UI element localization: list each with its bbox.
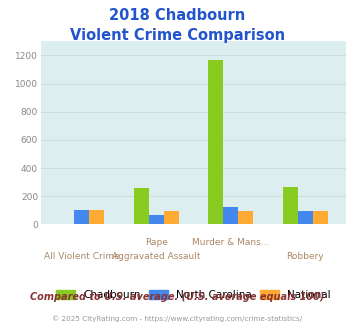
Bar (238, 211, 253, 224)
Bar (283, 187, 298, 224)
Text: Murder & Mans...: Murder & Mans... (192, 238, 269, 247)
Text: All Violent Crime: All Violent Crime (44, 252, 120, 261)
Text: Violent Crime Comparison: Violent Crime Comparison (70, 28, 285, 43)
Text: Robbery: Robbery (286, 252, 324, 261)
Legend: Chadbourn, North Carolina, National: Chadbourn, North Carolina, National (56, 289, 331, 300)
Text: Aggravated Assault: Aggravated Assault (112, 252, 201, 261)
Bar (164, 211, 179, 224)
Bar (74, 210, 89, 224)
Bar (208, 60, 223, 224)
Text: 2018 Chadbourn: 2018 Chadbourn (109, 8, 246, 23)
Text: © 2025 CityRating.com - https://www.cityrating.com/crime-statistics/: © 2025 CityRating.com - https://www.city… (53, 315, 302, 322)
Text: Rape: Rape (145, 238, 168, 247)
Bar (89, 210, 104, 224)
Bar (298, 211, 313, 224)
Text: Compared to U.S. average. (U.S. average equals 100): Compared to U.S. average. (U.S. average … (30, 292, 325, 302)
Bar (313, 211, 328, 224)
Bar (134, 188, 149, 224)
Bar (223, 208, 238, 224)
Bar (149, 215, 164, 224)
